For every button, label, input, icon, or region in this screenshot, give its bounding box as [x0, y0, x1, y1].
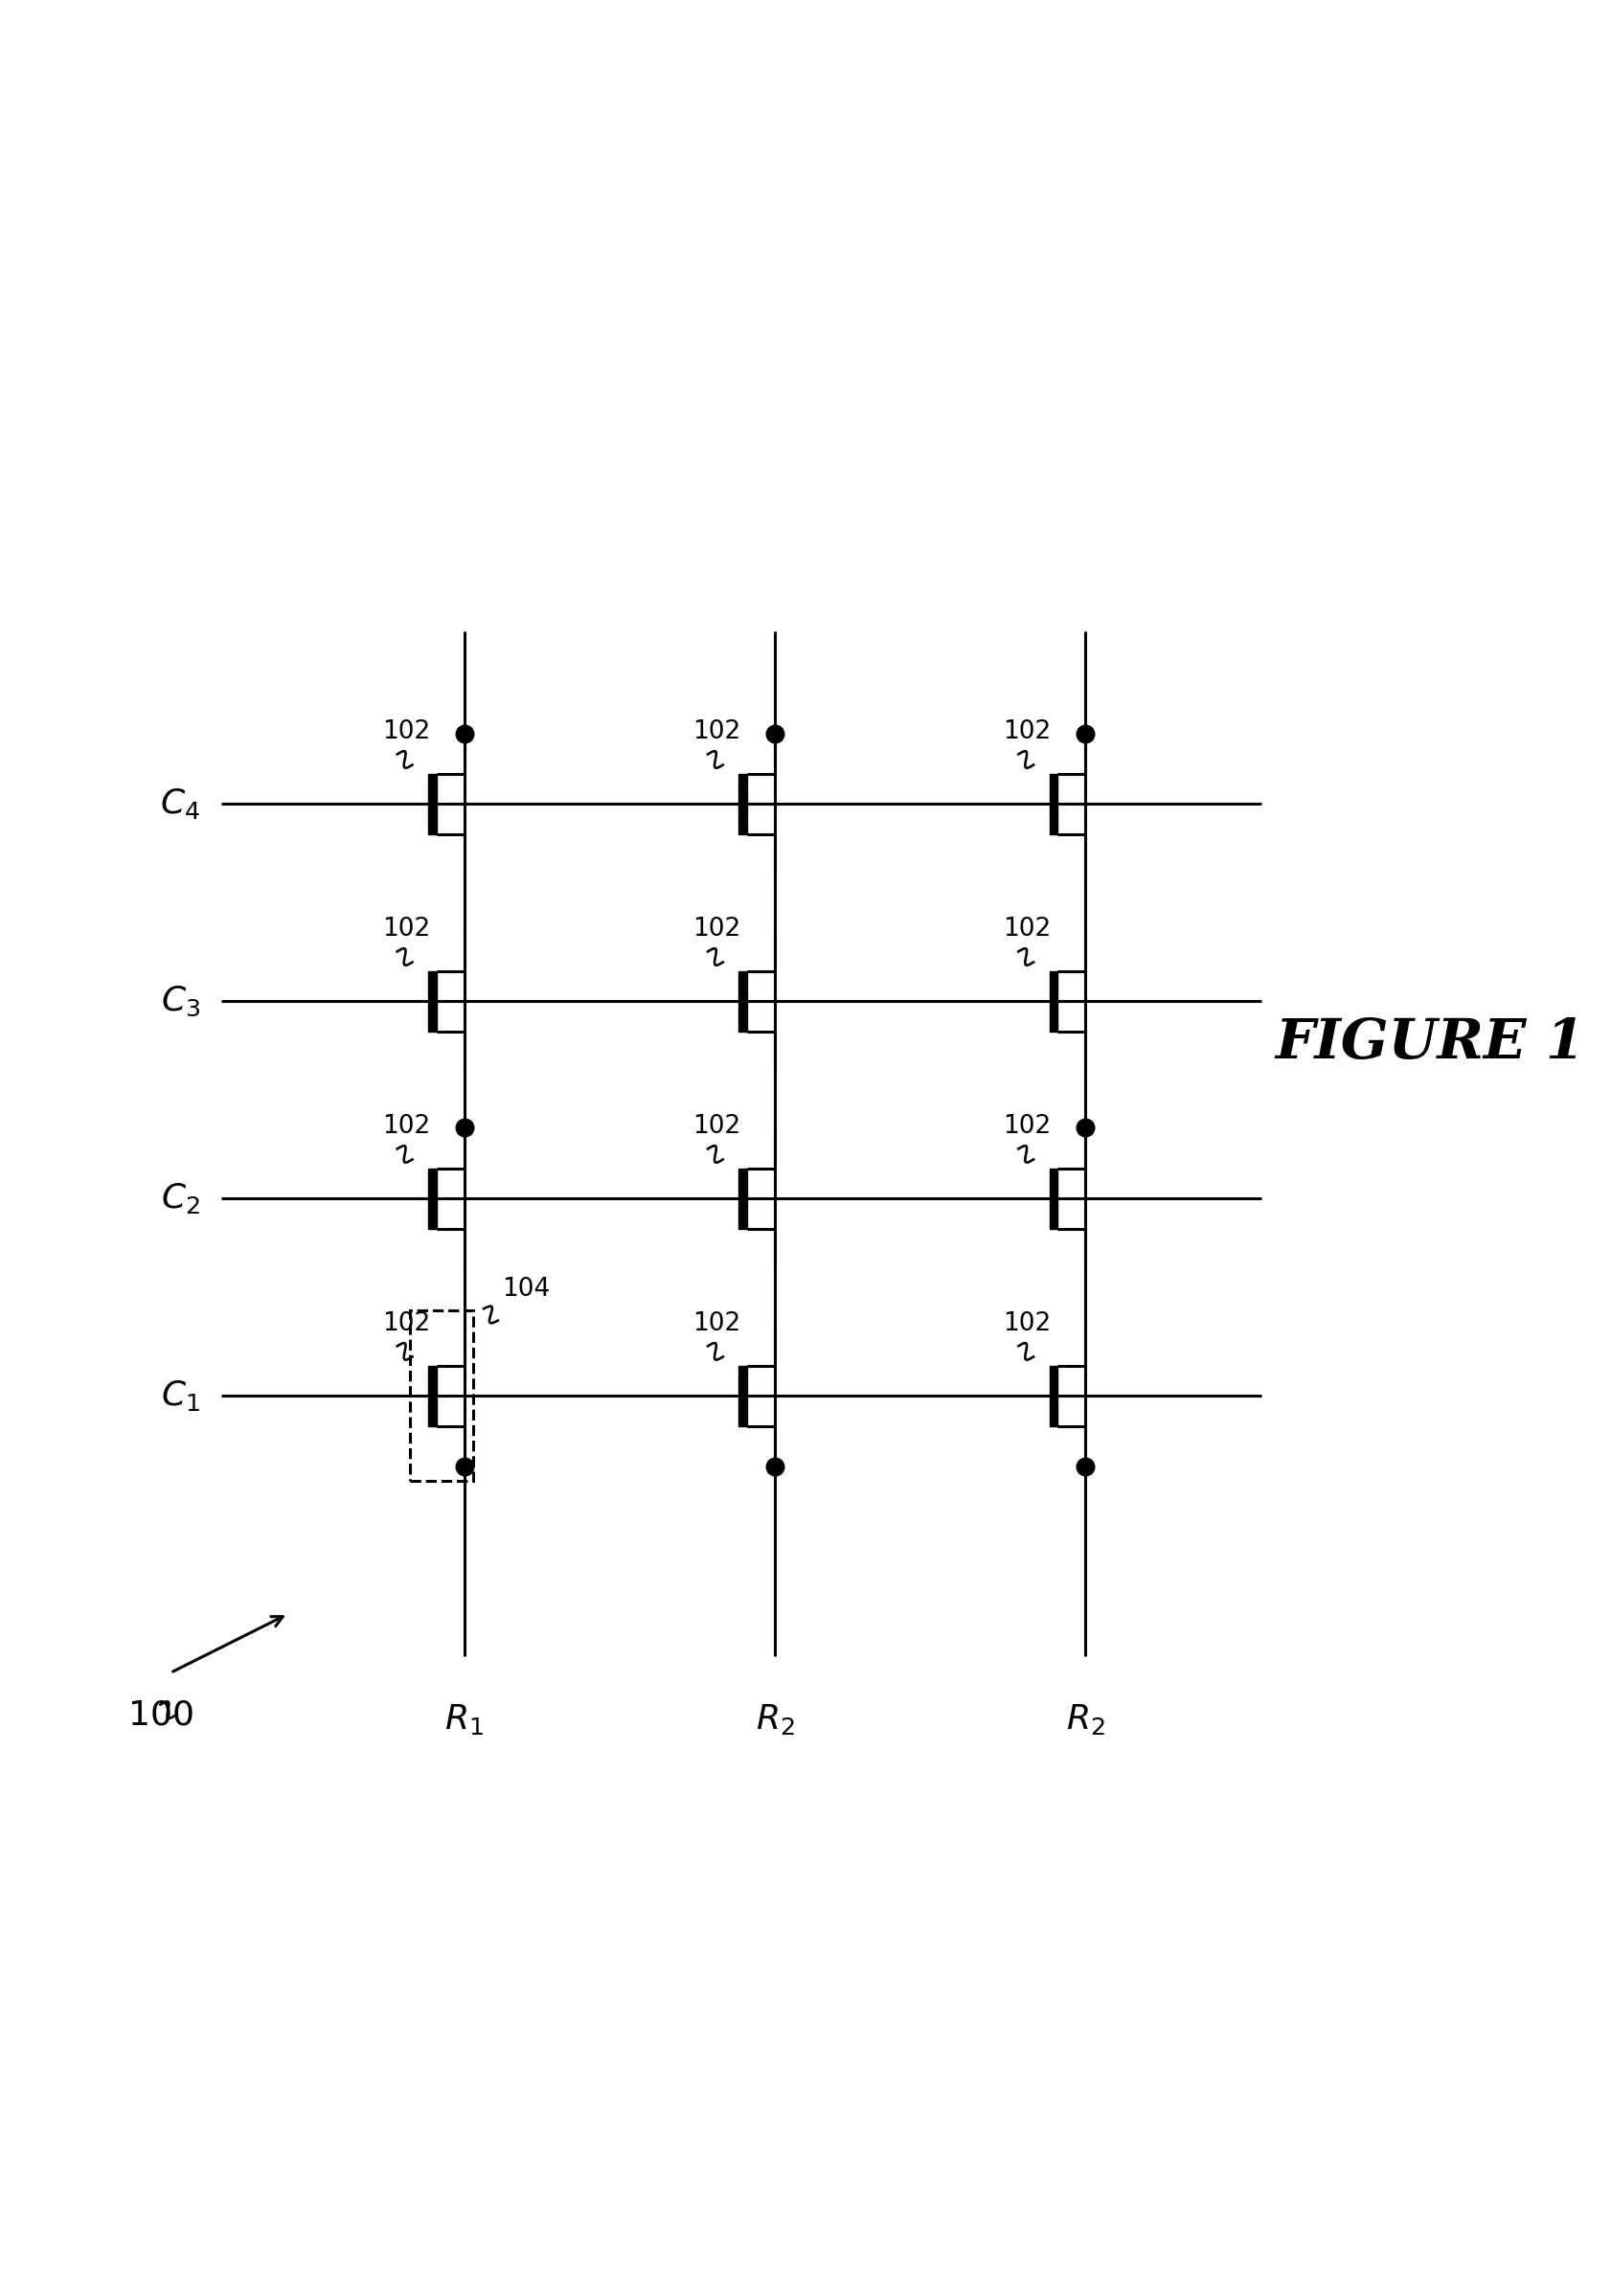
Point — [1071, 714, 1097, 751]
Text: $C_{3}$: $C_{3}$ — [161, 985, 200, 1017]
Text: 102: 102 — [382, 1114, 430, 1139]
Text: 102: 102 — [382, 916, 430, 941]
Text: FIGURE 1: FIGURE 1 — [1274, 1017, 1584, 1070]
Text: $C_{2}$: $C_{2}$ — [161, 1180, 200, 1215]
Bar — [738, 971, 748, 1031]
Bar — [1049, 1366, 1057, 1426]
Bar — [429, 774, 437, 833]
Text: 102: 102 — [1002, 719, 1050, 744]
Point — [1071, 1449, 1097, 1486]
Text: 102: 102 — [382, 719, 430, 744]
Text: 102: 102 — [693, 719, 741, 744]
Bar — [738, 774, 748, 833]
Bar — [1049, 971, 1057, 1031]
Text: 100: 100 — [129, 1699, 195, 1731]
Point — [451, 1449, 477, 1486]
Text: 102: 102 — [1002, 1311, 1050, 1336]
Text: $R_{2}$: $R_{2}$ — [1065, 1701, 1105, 1736]
Text: 102: 102 — [693, 1114, 741, 1139]
Text: $R_{2}$: $R_{2}$ — [756, 1701, 794, 1736]
Point — [451, 1109, 477, 1146]
Bar — [738, 1366, 748, 1426]
Text: 102: 102 — [693, 1311, 741, 1336]
Bar — [429, 1169, 437, 1228]
Text: 104: 104 — [503, 1277, 549, 1302]
Text: $C_{4}$: $C_{4}$ — [159, 788, 200, 822]
Text: $C_{1}$: $C_{1}$ — [161, 1378, 200, 1412]
Text: 102: 102 — [1002, 916, 1050, 941]
Text: 102: 102 — [1002, 1114, 1050, 1139]
Point — [762, 1449, 788, 1486]
Bar — [1049, 1169, 1057, 1228]
Bar — [409, 1311, 472, 1481]
Bar — [429, 1366, 437, 1426]
Point — [451, 714, 477, 751]
Point — [1071, 1109, 1097, 1146]
Text: 102: 102 — [693, 916, 741, 941]
Bar — [1049, 774, 1057, 833]
Text: $R_{1}$: $R_{1}$ — [445, 1701, 483, 1736]
Bar — [738, 1169, 748, 1228]
Point — [762, 714, 788, 751]
Text: 102: 102 — [382, 1311, 430, 1336]
Bar — [429, 971, 437, 1031]
